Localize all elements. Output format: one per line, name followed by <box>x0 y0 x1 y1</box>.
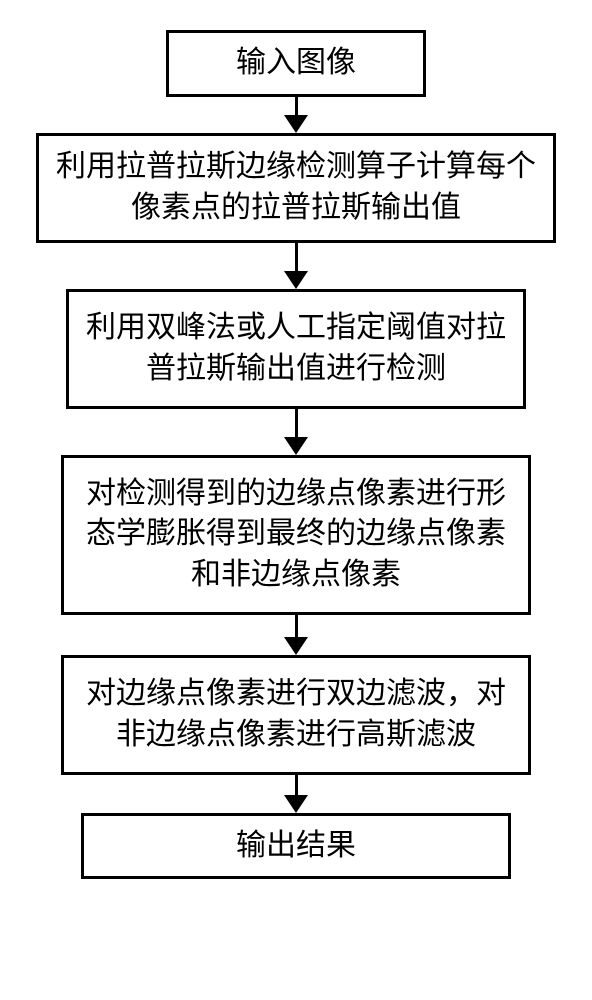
flow-arrow <box>284 775 308 813</box>
flowchart: 输入图像利用拉普拉斯边缘检测算子计算每个像素点的拉普拉斯输出值利用双峰法或人工指… <box>0 0 592 879</box>
flow-arrow <box>284 243 308 289</box>
flow-arrow <box>284 615 308 655</box>
flow-arrow <box>284 409 308 455</box>
flow-arrow <box>284 97 308 133</box>
flow-node-n4: 对检测得到的边缘点像素进行形态学膨胀得到最终的边缘点像素和非边缘点像素 <box>61 455 531 615</box>
flow-node-n6: 输出结果 <box>81 813 511 880</box>
flow-node-n1: 输入图像 <box>166 30 426 97</box>
flow-node-n5: 对边缘点像素进行双边滤波，对非边缘点像素进行高斯滤波 <box>61 655 531 775</box>
flow-node-n2: 利用拉普拉斯边缘检测算子计算每个像素点的拉普拉斯输出值 <box>36 133 556 243</box>
flow-node-n3: 利用双峰法或人工指定阈值对拉普拉斯输出值进行检测 <box>66 289 526 409</box>
